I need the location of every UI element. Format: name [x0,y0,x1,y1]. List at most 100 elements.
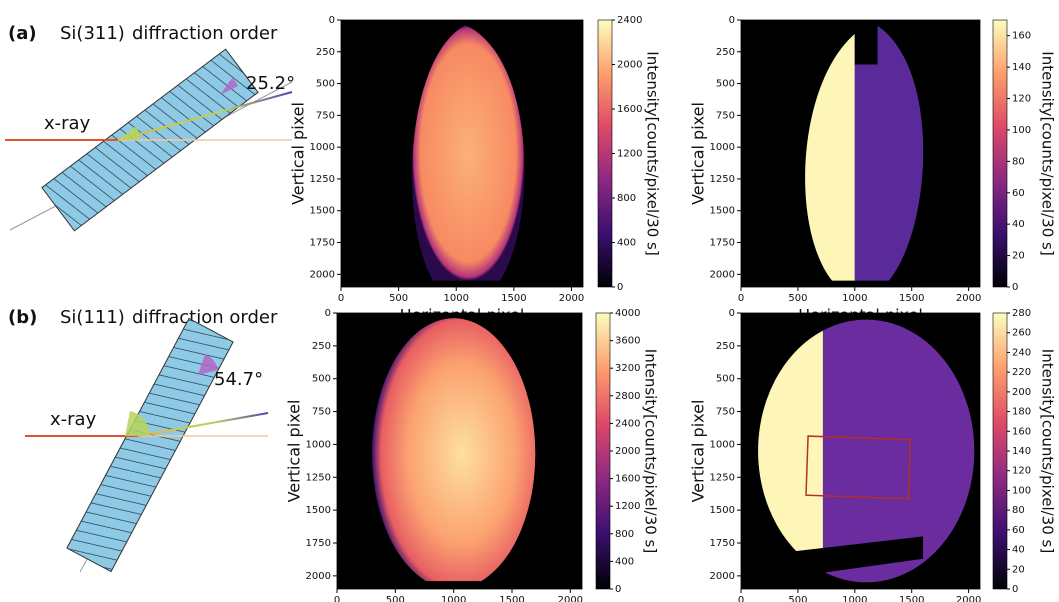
colorbar-tick-label: 1600 [617,104,642,115]
y-axis-label: Vertical pixel [689,102,708,205]
colorbar [992,19,1008,288]
colorbar-tick-label: 0 [615,584,621,595]
x-tick-label: 2000 [559,293,584,304]
y-tick-label: 1500 [310,206,335,217]
angle-wedge [118,126,141,140]
colorbar-tick-label: 40 [1012,545,1025,556]
crystal-name: Si(111) [60,307,125,328]
colorbar-tick-label: 1200 [617,149,642,160]
angle-label: 25.2° [246,73,295,94]
x-tick-label: 2000 [956,293,981,304]
axes-frame [740,19,981,288]
y-tick-label: 1250 [710,174,735,185]
colorbar-tick-label: 240 [1012,347,1031,358]
y-tick-label: 0 [729,15,735,26]
crystal-name: Si(311) [60,23,125,44]
colorbar-tick-label: 1200 [615,501,640,512]
colorbar-tick-label: 400 [617,238,636,249]
colorbar-tick-label: 140 [1012,446,1031,457]
x-tick-label: 0 [738,293,744,304]
colorbar-tick-label: 2000 [617,60,642,71]
colorbar-label: Intensity[counts/pixel/30 s] [644,51,662,255]
colorbar-tick-label: 0 [1012,282,1018,293]
colorbar-tick-label: 220 [1012,367,1031,378]
y-tick-label: 1000 [710,142,735,153]
angle-wedge [220,78,238,95]
heatmap: 0 500 1000 1500 2000 0 250 500 750 1000 1250 1500 17… [289,15,662,325]
y-tick-label: 250 [312,341,331,352]
y-tick-label: 1250 [710,472,735,483]
shadow [418,581,512,589]
y-tick-label: 1000 [710,439,735,450]
roi-box [805,435,912,500]
panel-label: (b) [8,307,37,328]
colorbar-tick-label: 4000 [615,308,640,319]
x-tick-label: 0 [338,293,344,304]
colorbar-tick-label: 20 [1012,564,1025,575]
colorbar-tick-label: 200 [1012,387,1031,398]
diffracted-beam [117,91,293,141]
colorbar-label: Intensity[counts/pixel/30 s] [1039,349,1057,553]
y-tick-label: 750 [716,407,735,418]
colorbar-tick-label: 20 [1012,251,1025,262]
colorbar-tick-label: 2400 [617,15,642,26]
colorbar-tick-label: 2400 [615,418,640,429]
colorbar-tick-label: 180 [1012,407,1031,418]
colorbar-tick-label: 100 [1012,125,1031,136]
y-tick-label: 1750 [306,538,331,549]
y-tick-label: 2000 [306,571,331,582]
y-tick-label: 500 [716,79,735,90]
shadow [854,20,878,65]
beam-label: x-ray [50,409,97,430]
y-tick-label: 250 [716,341,735,352]
y-tick-label: 1750 [310,238,335,249]
x-tick-label: 1500 [499,595,524,602]
y-tick-label: 1500 [710,206,735,217]
colorbar-tick-label: 120 [1012,94,1031,105]
panel-label: (a) [8,23,37,44]
colorbar-tick-label: 400 [615,556,634,567]
colorbar-tick-label: 60 [1012,188,1025,199]
y-tick-label: 2000 [310,269,335,280]
colorbar-tick-label: 2800 [615,391,640,402]
x-tick-label: 1500 [501,293,526,304]
x-tick-label: 1000 [842,595,867,602]
y-tick-label: 1500 [306,505,331,516]
angle-label: 54.7° [214,369,263,390]
colorbar-tick-label: 280 [1012,308,1031,319]
x-tick-label: 0 [334,595,340,602]
colorbar-tick-label: 3200 [615,363,640,374]
angle-wedge [198,354,218,375]
x-tick-label: 1000 [441,595,466,602]
colorbar-tick-label: 260 [1012,328,1031,339]
y-tick-label: 1000 [306,439,331,450]
y-tick-label: 750 [316,110,335,121]
x-tick-label: 500 [788,595,807,602]
x-tick-label: 500 [389,293,408,304]
y-tick-label: 500 [312,374,331,385]
heatmap: 0 500 1000 1500 2000025050075010001250150017… [285,308,660,602]
beam-label: x-ray [44,113,91,134]
colorbar-tick-label: 140 [1012,62,1031,73]
axes-frame [340,19,584,288]
colorbar [992,312,1008,590]
y-tick-label: 500 [316,79,335,90]
x-tick-label: 2000 [558,595,583,602]
y-tick-label: 250 [316,47,335,58]
y-tick-label: 0 [329,15,335,26]
colorbar-label: Intensity[counts/pixel/30 s] [642,349,660,553]
caption: diffraction order [132,307,278,328]
y-axis-label: Vertical pixel [689,400,708,503]
y-tick-label: 2000 [710,571,735,582]
colorbar-tick-label: 0 [617,282,623,293]
y-tick-label: 1000 [310,142,335,153]
heatmap: 0 500 1000 1500 2000025050075010001250150017… [689,308,1057,602]
heatmap: 0 500 1000 1500 2000025050075010001250150017… [689,15,1057,325]
y-tick-label: 0 [729,308,735,319]
colorbar-tick-label: 1600 [615,474,640,485]
x-tick-label: 500 [788,293,807,304]
y-tick-label: 1250 [310,174,335,185]
x-tick-label: 1500 [899,595,924,602]
x-tick-label: 1000 [444,293,469,304]
